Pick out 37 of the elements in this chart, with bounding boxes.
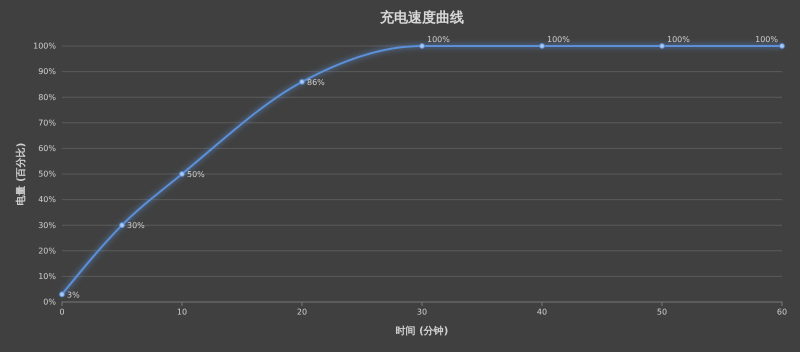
data-label: 3%: [67, 290, 80, 300]
y-tick-label: 50%: [38, 170, 56, 179]
y-tick-label: 70%: [38, 118, 56, 128]
y-tick-label: 0%: [43, 298, 56, 307]
x-tick-label: 60: [776, 308, 788, 317]
point: [539, 43, 545, 49]
data-label: 100%: [427, 35, 450, 44]
point: [659, 43, 665, 49]
y-tick-label: 60%: [38, 144, 56, 153]
data-label: 30%: [127, 221, 146, 230]
y-tick-label: 90%: [38, 67, 56, 76]
data-label: 100%: [547, 35, 570, 44]
y-tick-label: 30%: [38, 220, 56, 230]
y-tick-label: 100%: [33, 42, 56, 51]
point: [299, 78, 305, 85]
y-tick-label: 40%: [38, 195, 56, 204]
x-tick-label: 40: [536, 308, 548, 317]
data-label: 86%: [307, 78, 326, 87]
x-tick-label: 30: [416, 308, 428, 317]
y-tick-label: 80%: [38, 92, 56, 102]
x-tick-label: 10: [176, 308, 188, 317]
point: [179, 171, 185, 177]
chart-title: 充电速度曲线: [379, 9, 464, 26]
data-label: 50%: [187, 170, 206, 179]
x-tick-label: 50: [656, 308, 668, 317]
data-label: 100%: [755, 35, 778, 44]
point: [419, 43, 425, 49]
point: [59, 291, 65, 298]
y-axis-title: 电量 (百分比): [15, 142, 27, 206]
point: [119, 222, 125, 228]
x-tick-label: 20: [296, 308, 308, 317]
x-axis-title: 时间 (分钟): [396, 325, 448, 337]
y-tick-label: 20%: [38, 246, 56, 256]
point: [779, 43, 785, 49]
x-tick-label: 0: [59, 308, 65, 317]
data-label: 100%: [667, 35, 690, 44]
y-tick-label: 10%: [38, 272, 56, 281]
